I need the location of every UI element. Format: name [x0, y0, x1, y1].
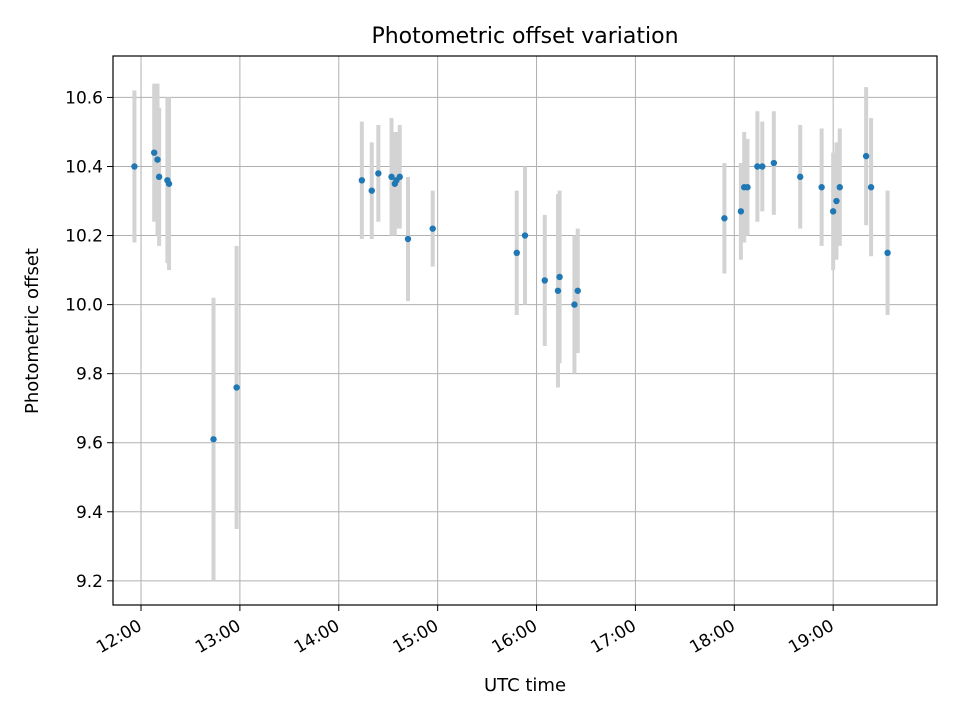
data-point [833, 197, 840, 205]
data-point [884, 249, 891, 257]
data-point [571, 301, 578, 308]
y-axis-label: Photometric offset [22, 248, 43, 414]
data-point [165, 180, 173, 187]
data-point [521, 232, 529, 239]
y-tick-label: 9.6 [76, 434, 103, 454]
data-point [862, 152, 870, 160]
data-point [829, 208, 837, 215]
data-point [744, 184, 751, 191]
x-axis-label: UTC time [484, 675, 566, 696]
data-point [721, 215, 728, 222]
data-point [818, 184, 825, 191]
data-point [737, 208, 745, 215]
y-tick-label: 10.2 [65, 227, 103, 247]
y-tick-label: 10.4 [65, 157, 103, 177]
data-point [867, 184, 875, 191]
data-point [368, 187, 375, 194]
data-point [770, 159, 778, 167]
data-point [556, 273, 563, 281]
data-point [154, 156, 161, 163]
y-tick-label: 10.6 [65, 88, 103, 108]
y-tick-label: 9.2 [76, 572, 103, 592]
data-point [210, 436, 217, 443]
data-point [375, 170, 382, 177]
data-point [396, 173, 403, 181]
data-point [797, 173, 804, 181]
y-tick-label: 10.0 [65, 296, 103, 316]
chart-title: Photometric offset variation [371, 24, 678, 49]
data-point [574, 287, 581, 294]
data-point [404, 235, 412, 243]
y-tick-label: 9.8 [76, 365, 103, 385]
data-point [151, 149, 158, 156]
data-point [388, 173, 395, 181]
data-point [155, 173, 163, 181]
y-tick-label: 9.4 [76, 503, 103, 523]
data-point [554, 287, 562, 294]
data-point [513, 249, 520, 257]
y-axis-ticks: 9.2 9.4 9.6 9.8 10.0 10.2 10.4 10.6 [65, 88, 113, 592]
data-point [429, 225, 436, 232]
data-point [358, 177, 366, 184]
data-point [131, 163, 138, 170]
plot-frame [112, 55, 938, 606]
data-point [233, 384, 240, 391]
data-point [541, 277, 548, 284]
data-point [836, 184, 843, 191]
data-points [131, 149, 891, 443]
data-point [754, 163, 761, 170]
data-point [759, 163, 766, 170]
